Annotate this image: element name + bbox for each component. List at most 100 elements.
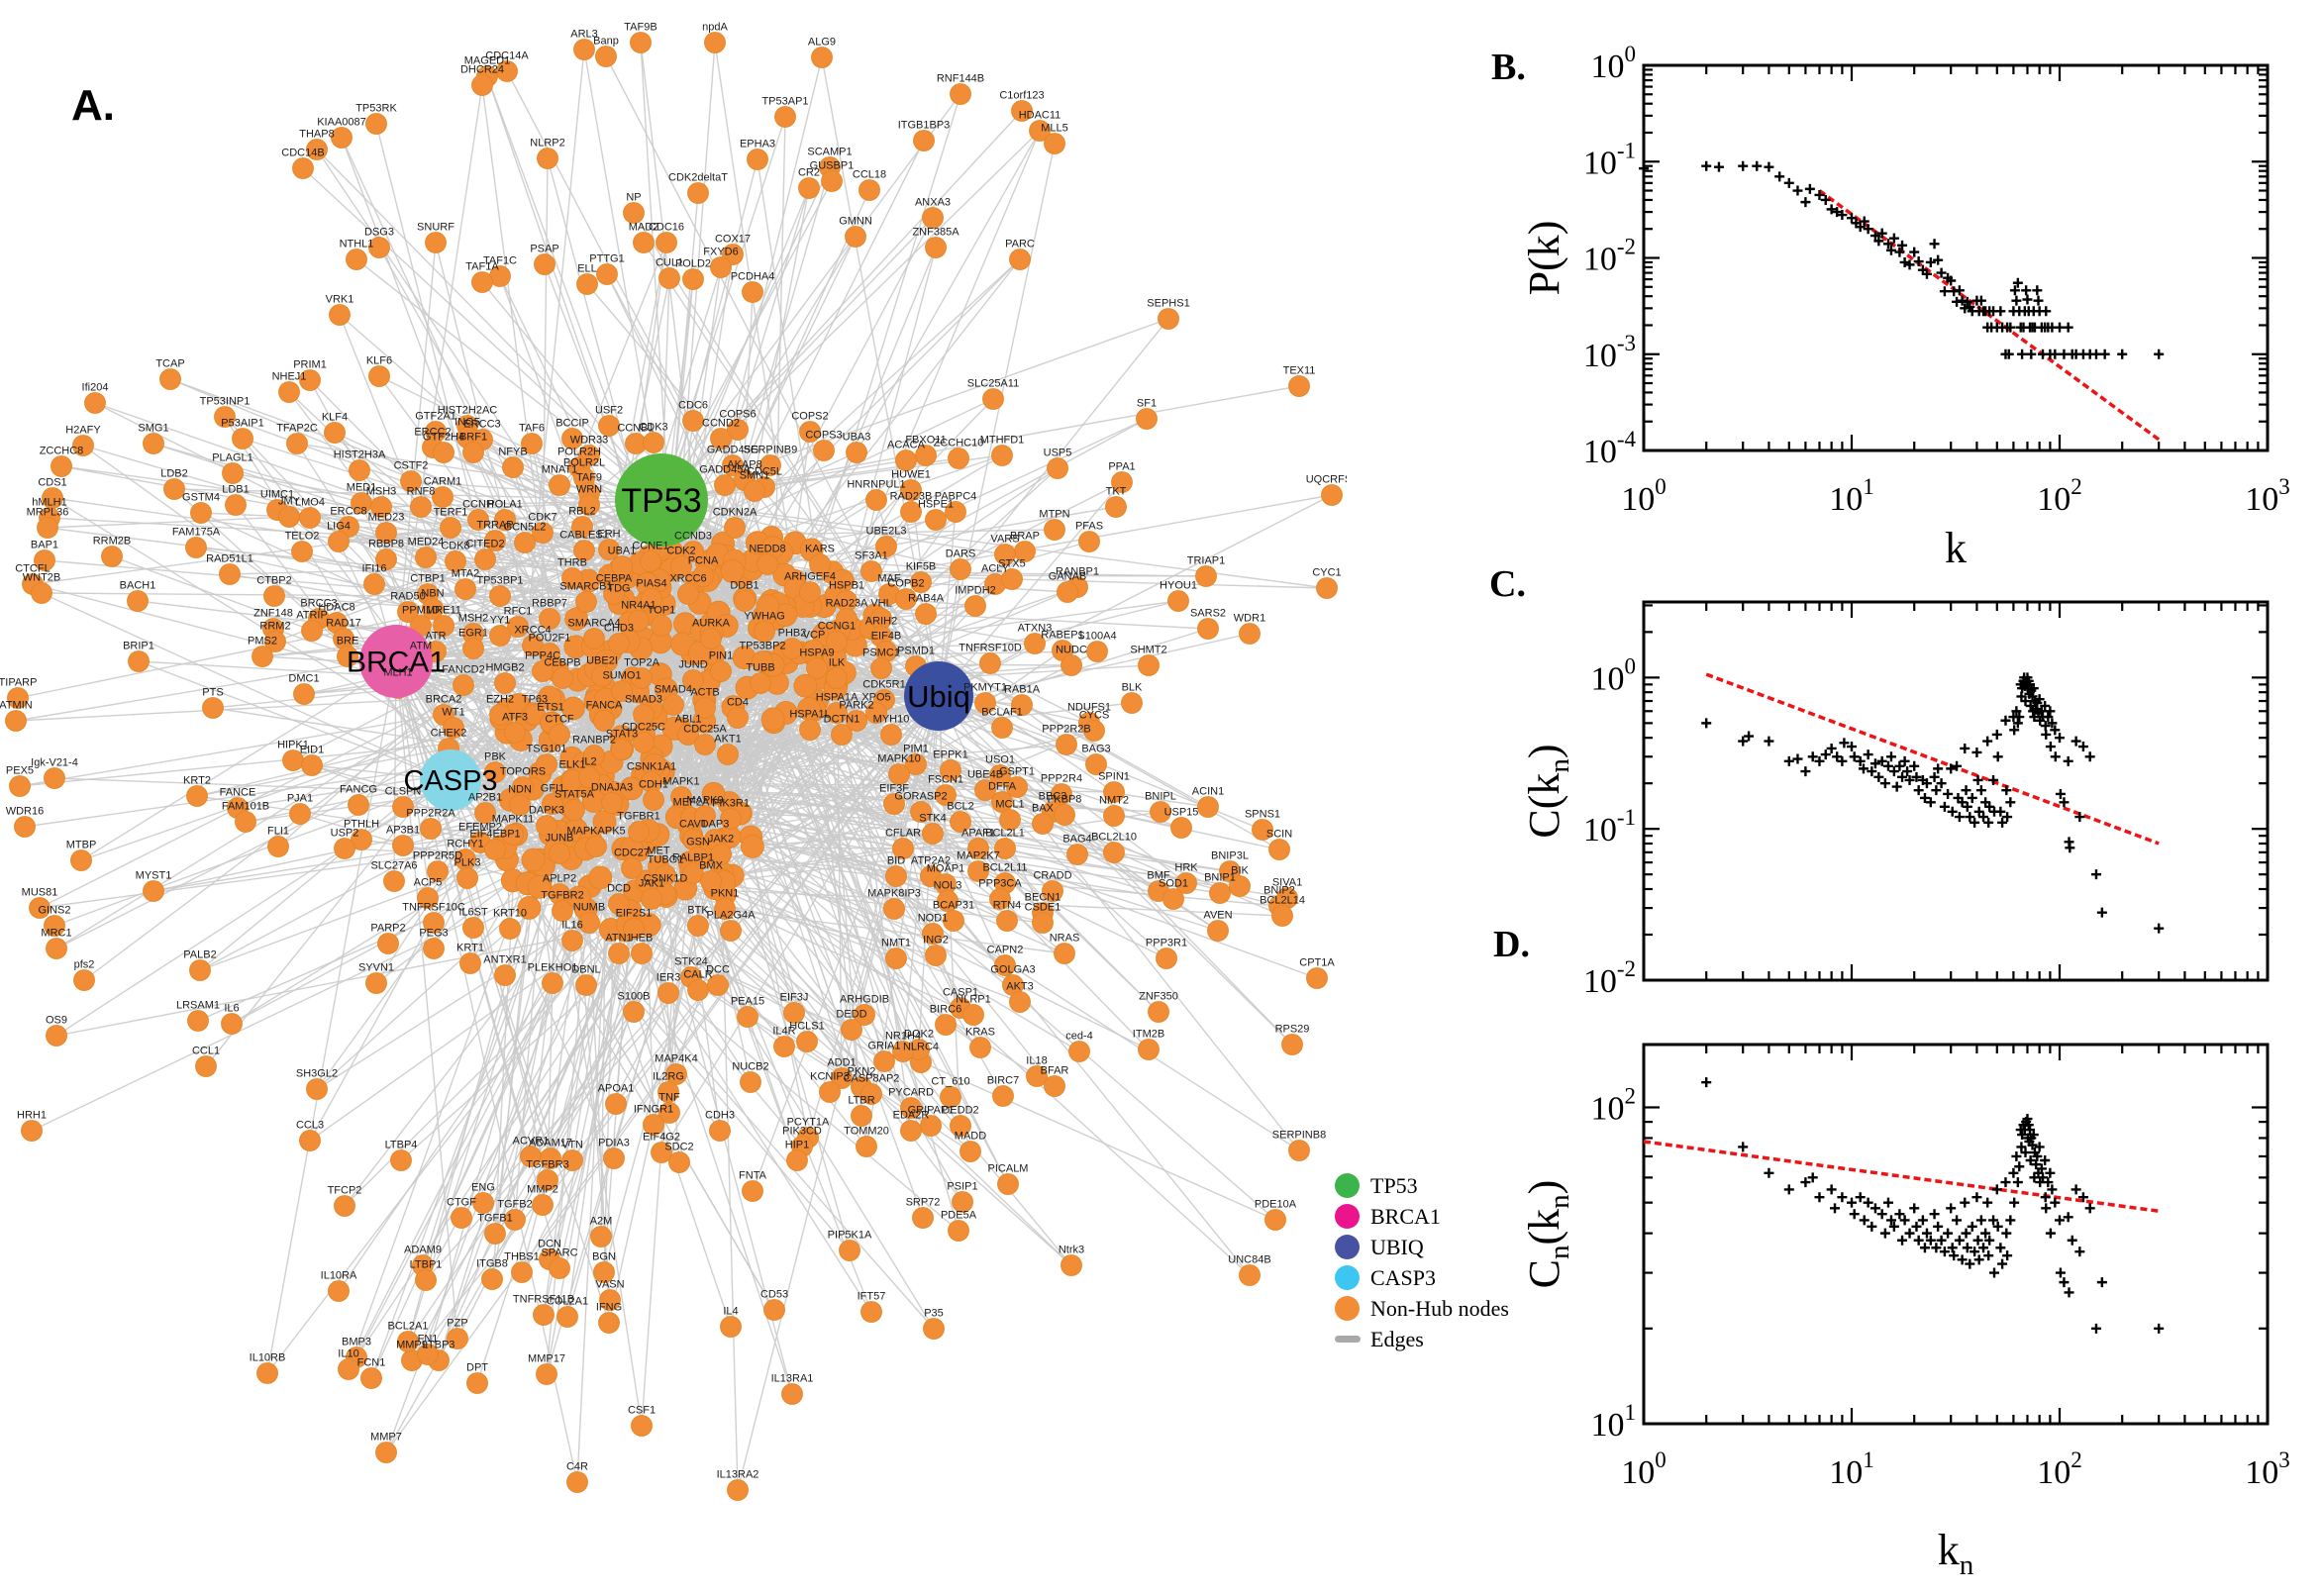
network-node (854, 1004, 875, 1026)
data-point-marker (1807, 1172, 1818, 1183)
network-node-label: TOP1 (648, 605, 676, 617)
data-point-marker (1957, 797, 1968, 808)
network-node-label: PIP5K1A (828, 1230, 872, 1242)
network-node-label: CITED2 (465, 539, 504, 550)
network-node-label: TGFB2 (497, 1199, 532, 1211)
network-node-label: MAPK8IP3 (867, 888, 921, 900)
network-edge (355, 258, 662, 501)
network-node-label: ATN1 (605, 933, 632, 945)
data-point-marker (2154, 349, 2165, 359)
network-node-label: ARL3 (570, 29, 598, 41)
network-node (514, 532, 536, 553)
network-node-label: HYOU1 (1160, 580, 1197, 592)
data-point-marker (1876, 228, 1887, 239)
data-point-marker (2090, 349, 2101, 359)
network-node-label: CD53 (760, 1289, 788, 1301)
network-node-label: GANAB (1049, 571, 1087, 583)
network-node (591, 665, 613, 687)
axis-tick-label: 100 (1621, 1447, 1666, 1491)
network-node (883, 793, 905, 815)
network-node-label: MMP7 (370, 1432, 402, 1444)
network-node-label: HSPA1A (816, 692, 858, 704)
network-node (727, 1479, 749, 1501)
network-node-label: CEBPA (596, 573, 633, 585)
data-point-marker (1952, 760, 1963, 771)
network-node (608, 893, 630, 915)
network-node-label: CDK2 (666, 546, 695, 557)
network-node (700, 628, 722, 649)
network-node (700, 870, 722, 892)
network-node (1148, 1001, 1169, 1023)
network-node-label: CRADD (1033, 870, 1071, 882)
network-node (252, 646, 273, 667)
network-node-label: RAD17 (326, 618, 360, 630)
network-node-label: BCLAF1 (981, 707, 1023, 719)
network-node (922, 823, 944, 845)
network-node (383, 870, 405, 892)
network-node-label: HIP1 (785, 1140, 809, 1151)
legend-item-tp53: TP53 (1335, 1170, 1509, 1201)
network-node-label: SARS2 (1190, 608, 1226, 620)
network-node (560, 696, 585, 721)
hub-node-ubiq (904, 661, 973, 731)
network-node-label: ATM (410, 641, 432, 652)
network-edge (770, 130, 1041, 602)
network-node-label: CTBP2 (256, 575, 291, 587)
network-node (301, 754, 323, 776)
network-node-label: BLK (1122, 682, 1143, 694)
network-node-label: IL6ST (458, 907, 488, 919)
network-node-label: MUS81 (22, 887, 58, 899)
network-node (128, 650, 150, 672)
network-node-label: SPIN1 (1098, 771, 1130, 783)
network-node (507, 616, 529, 638)
network-node (127, 590, 149, 612)
network-node-label: PMS2 (248, 636, 277, 648)
network-node-label: CCL18 (853, 169, 886, 181)
network-node (1288, 375, 1310, 397)
network-node-label: SMARCA4 (567, 618, 620, 630)
network-node-label: SERPINB9 (744, 445, 797, 456)
data-point-marker (1971, 1192, 1982, 1203)
network-node-label: CCNE1 (632, 541, 668, 552)
network-node-label: BRIP1 (123, 641, 154, 652)
data-point-marker (1954, 285, 1965, 296)
network-node-label: PDE5A (941, 1210, 977, 1222)
network-node (640, 550, 661, 572)
network-node (189, 959, 211, 981)
data-point-marker (1946, 1203, 1957, 1214)
network-node (922, 923, 944, 945)
data-point-marker (1738, 1142, 1749, 1152)
network-node (537, 148, 558, 169)
network-node (462, 917, 484, 939)
network-node-label: MRC1 (41, 928, 71, 940)
network-node-label: APLP2 (543, 873, 576, 885)
network-node-label: SIVA1 (1272, 877, 1302, 889)
data-point-marker (1814, 189, 1825, 200)
panel-label-d: D. (1493, 924, 1530, 965)
network-node (935, 1014, 957, 1036)
data-point-marker (2117, 349, 2128, 359)
network-node (1054, 943, 1075, 964)
network-node-label: WNT2B (23, 572, 61, 584)
network-node-label: ATMIN (0, 700, 33, 712)
network-node (747, 149, 768, 170)
network-node-label: BCL2L14 (1260, 895, 1305, 907)
network-node-label: MAPK1 (662, 776, 699, 788)
data-point-marker (2000, 1177, 2011, 1188)
network-node-label: USF2 (595, 405, 623, 417)
network-node (1024, 633, 1046, 654)
network-node-label: BNIP3L (1211, 850, 1249, 862)
network-edge (55, 929, 612, 1037)
data-point-marker (2070, 736, 2081, 747)
network-node-label: CDC25C (622, 722, 665, 734)
data-point-marker (1952, 1215, 1963, 1226)
network-node (999, 809, 1021, 831)
data-point-marker (1764, 1167, 1774, 1178)
network-node-label: NUDC (1056, 645, 1087, 656)
network-node-label: COL2A1 (547, 1296, 588, 1308)
network-node-label: COX17 (715, 234, 751, 246)
data-point-marker (1980, 1228, 1991, 1239)
network-node-label: TIPARP (0, 677, 37, 689)
network-node (377, 933, 399, 954)
network-node (481, 1268, 503, 1290)
